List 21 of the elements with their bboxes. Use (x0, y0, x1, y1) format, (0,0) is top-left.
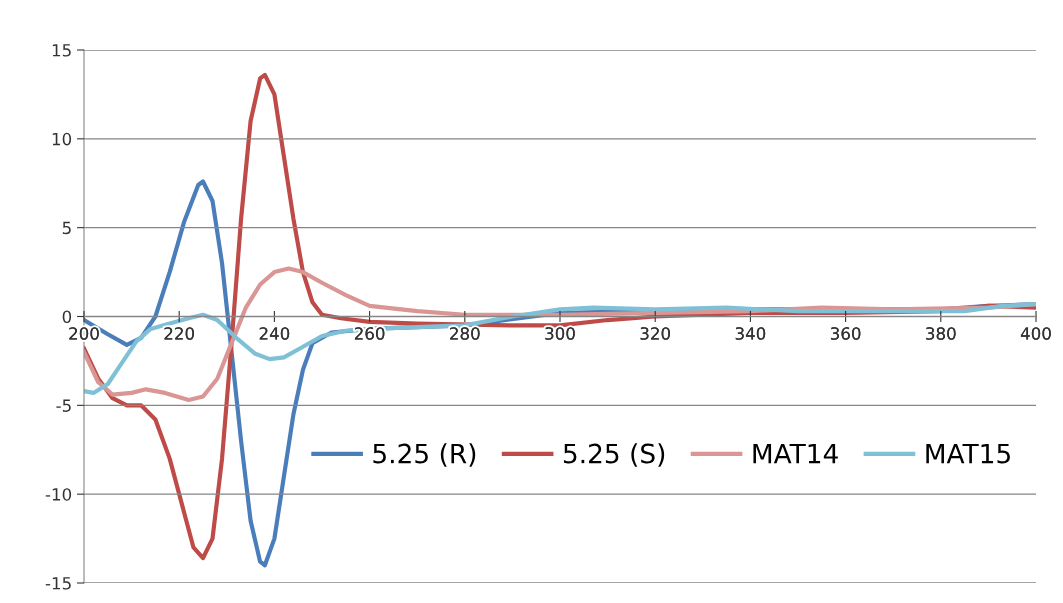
legend-label: MAT14 (753, 443, 838, 464)
y-tick-label: -10 (45, 488, 72, 501)
y-tick-label: 10 (52, 132, 72, 146)
x-tick-label: 220 (164, 327, 194, 340)
legend-label: MAT15 (926, 443, 1010, 464)
x-tick-label: 340 (735, 327, 766, 340)
y-tick-label: -15 (45, 577, 71, 590)
y-tick-label: -5 (56, 399, 71, 412)
x-tick-label: 400 (1020, 327, 1051, 340)
x-tick-label: 200 (69, 327, 99, 340)
x-tick-label: 360 (830, 327, 861, 340)
legend-label: 5.25 (R) (373, 443, 476, 467)
x-tick-label: 300 (545, 327, 575, 340)
y-tick-label: 5 (62, 221, 71, 235)
x-tick-label: 320 (640, 327, 670, 340)
x-tick-label: 380 (926, 327, 956, 340)
y-tick-label: 0 (62, 310, 72, 324)
x-tick-label: 280 (450, 327, 480, 340)
y-tick-label: 15 (52, 44, 71, 57)
legend-label: 5.25 (S) (563, 443, 665, 467)
x-tick-label: 240 (259, 327, 290, 340)
